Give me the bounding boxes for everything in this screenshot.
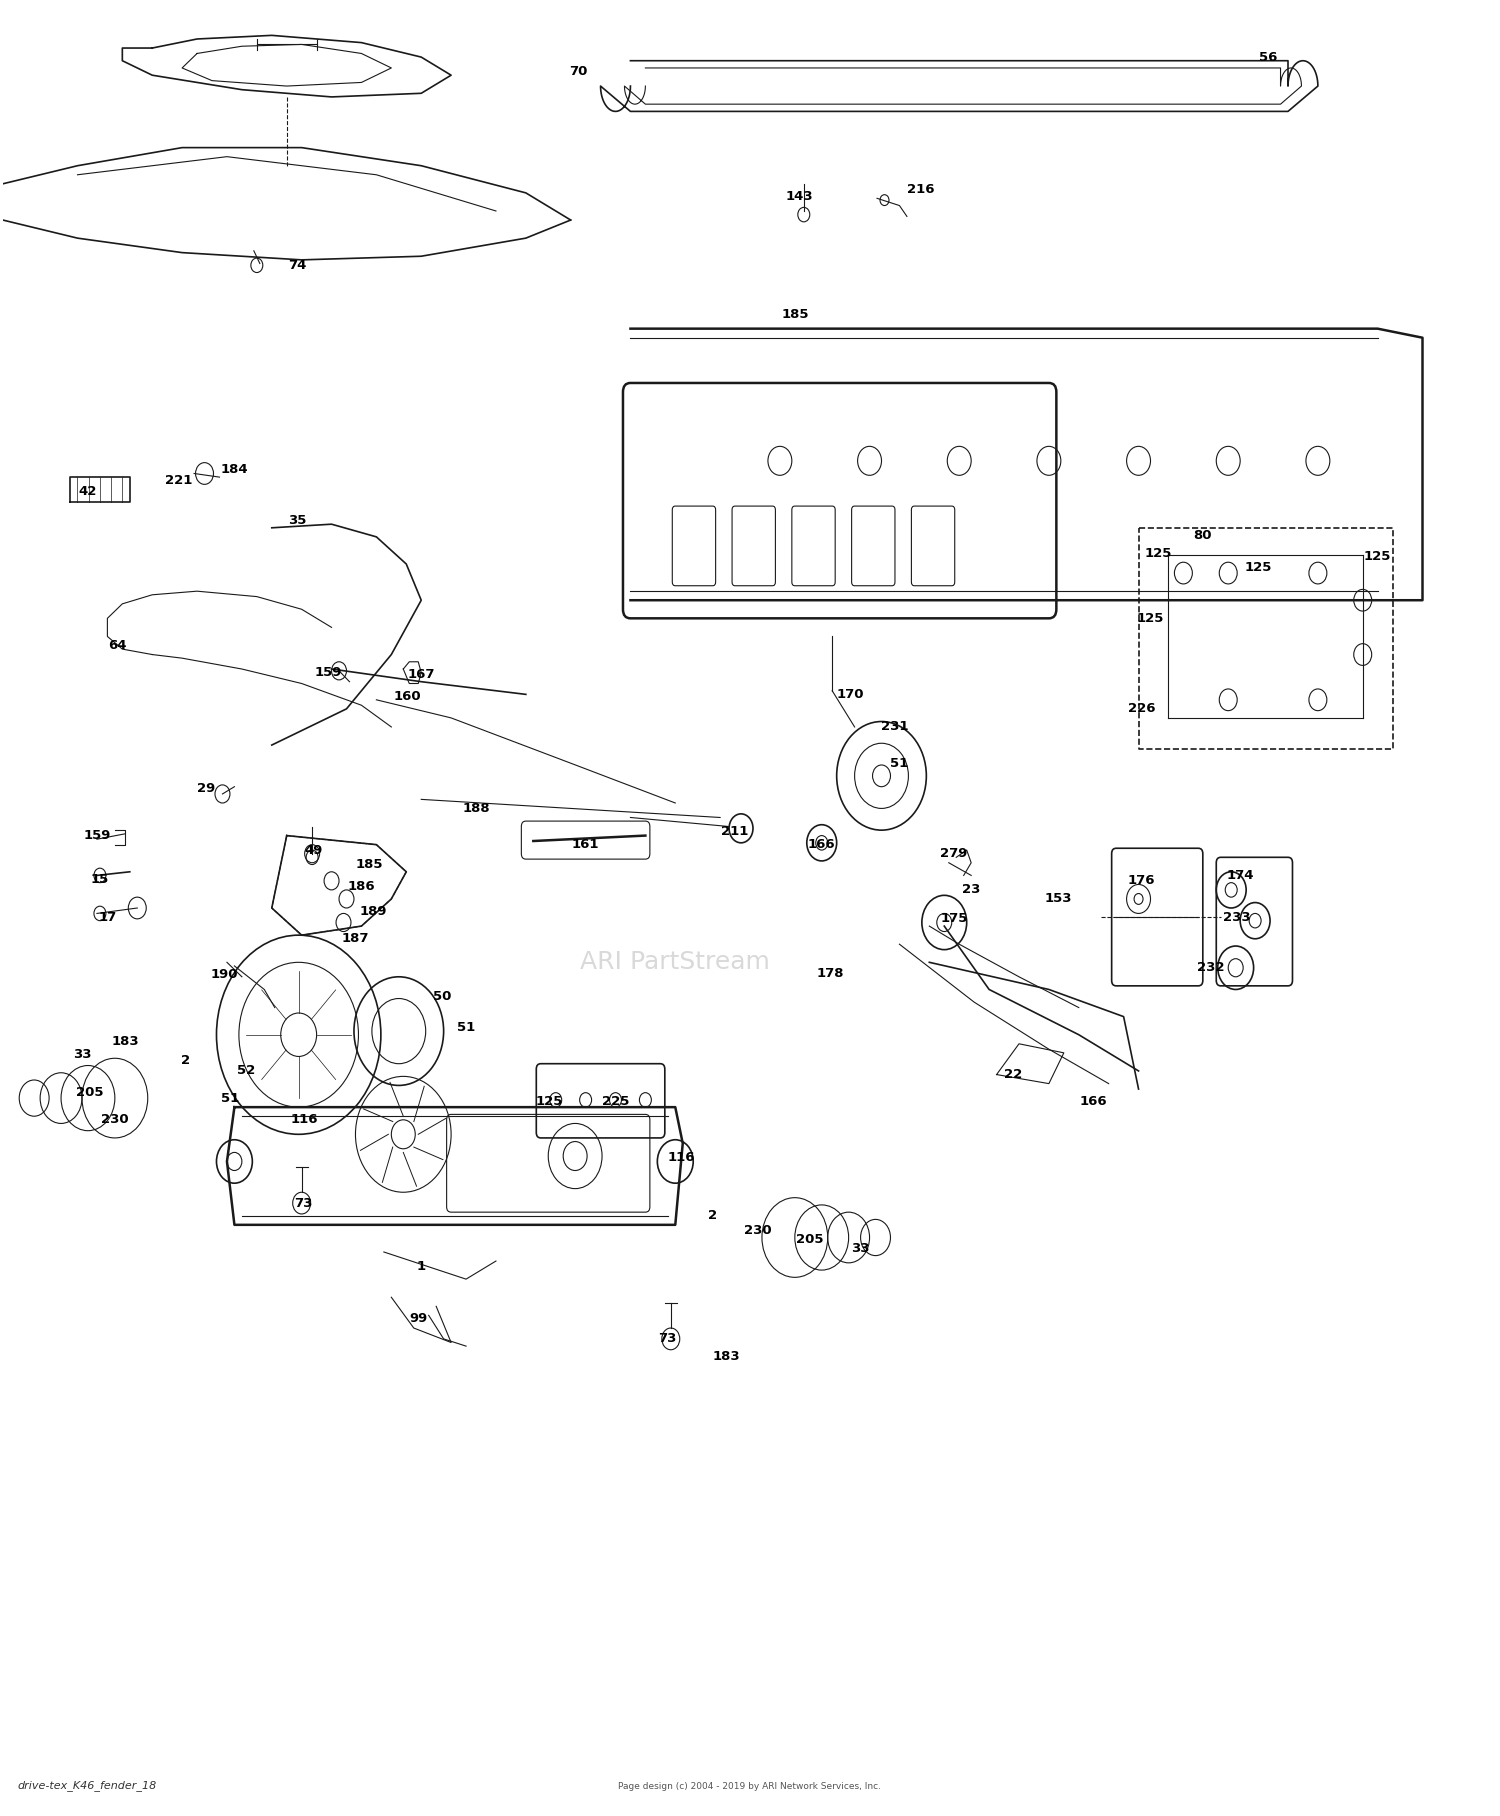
Text: 73: 73 [294,1197,312,1209]
Text: 17: 17 [99,910,117,924]
Text: Page design (c) 2004 - 2019 by ARI Network Services, Inc.: Page design (c) 2004 - 2019 by ARI Netwo… [618,1783,882,1792]
Text: 159: 159 [82,830,111,843]
Text: 166: 166 [808,839,836,852]
Text: 233: 233 [1224,910,1251,924]
Text: 183: 183 [111,1035,140,1048]
Text: 226: 226 [1128,703,1155,716]
Text: 216: 216 [906,183,934,196]
Text: 74: 74 [288,260,306,272]
Text: 51: 51 [458,1021,476,1033]
Text: 35: 35 [288,514,306,527]
Text: 161: 161 [572,839,600,852]
Text: 231: 231 [880,721,909,734]
Text: 143: 143 [786,191,813,203]
Text: 211: 211 [722,826,748,839]
Text: 185: 185 [782,307,808,321]
Text: 159: 159 [315,666,342,679]
Text: 153: 153 [1044,892,1071,906]
Text: 186: 186 [348,879,375,893]
Text: 160: 160 [394,690,422,703]
Text: 205: 205 [75,1086,104,1099]
Text: 125: 125 [1144,547,1172,559]
Text: 125: 125 [1364,550,1392,563]
Text: 29: 29 [196,783,214,795]
Text: 56: 56 [1260,51,1278,64]
Text: 116: 116 [291,1113,318,1126]
Text: ARI PartStream: ARI PartStream [580,950,770,975]
Text: 185: 185 [356,857,382,872]
Text: 167: 167 [408,668,435,681]
Text: drive-tex_K46_fender_18: drive-tex_K46_fender_18 [18,1781,158,1792]
Text: 52: 52 [237,1064,255,1077]
Text: 230: 230 [744,1224,771,1237]
Text: 178: 178 [818,966,844,979]
Text: 2: 2 [180,1053,189,1066]
Text: 15: 15 [92,872,110,886]
Text: 184: 184 [220,463,248,476]
Text: 183: 183 [712,1351,740,1364]
Text: 225: 225 [602,1095,628,1108]
Text: 1: 1 [417,1260,426,1273]
Text: 187: 187 [342,932,369,946]
Text: 33: 33 [852,1242,870,1255]
Text: 49: 49 [304,844,322,857]
Text: 125: 125 [536,1095,564,1108]
Text: 64: 64 [108,639,128,652]
Text: 73: 73 [658,1333,676,1346]
Text: 175: 175 [940,912,969,926]
Text: 125: 125 [1137,612,1164,625]
Text: 170: 170 [837,688,864,701]
Text: 51: 51 [220,1091,238,1104]
Text: 99: 99 [410,1313,428,1326]
Text: 205: 205 [796,1233,824,1246]
Text: 2: 2 [708,1209,717,1222]
Text: 230: 230 [100,1113,129,1126]
Text: 221: 221 [165,474,194,487]
Text: 51: 51 [891,757,909,770]
Text: 190: 190 [210,968,237,981]
Text: 22: 22 [1004,1068,1022,1081]
Text: 176: 176 [1128,873,1155,888]
Text: 232: 232 [1197,961,1224,973]
Text: 42: 42 [80,485,98,498]
Text: 33: 33 [72,1048,92,1061]
Text: 174: 174 [1227,868,1254,883]
Text: 116: 116 [668,1151,694,1164]
Text: 23: 23 [962,883,981,897]
Text: 80: 80 [1194,528,1212,541]
Text: 50: 50 [433,990,451,1002]
Text: 125: 125 [1245,561,1272,574]
Text: 188: 188 [462,803,490,815]
Text: 279: 279 [939,848,968,861]
Text: 166: 166 [1080,1095,1107,1108]
Text: 189: 189 [360,904,387,919]
Text: 70: 70 [568,65,588,78]
